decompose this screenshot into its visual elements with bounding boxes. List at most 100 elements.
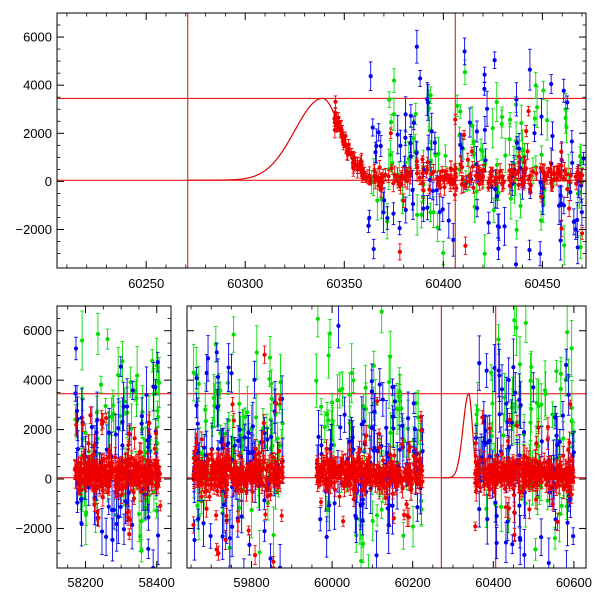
data-point-s1 <box>446 218 451 223</box>
top-plot-area <box>57 13 586 268</box>
data-point-s1 <box>147 434 152 439</box>
data-point-s1 <box>403 135 408 140</box>
data-point-s1 <box>496 246 501 251</box>
data-point-s2 <box>135 460 140 466</box>
data-point-s2 <box>95 510 100 515</box>
data-point-s2 <box>147 470 152 475</box>
data-point-s1 <box>232 443 238 448</box>
data-point-s0 <box>269 381 274 386</box>
data-point-s2 <box>230 402 235 407</box>
data-point-s2 <box>126 431 132 436</box>
data-point-s2 <box>88 413 93 418</box>
data-point-s2 <box>539 194 544 199</box>
data-point-s1 <box>250 449 255 454</box>
data-point-s0 <box>532 116 537 121</box>
data-point-s1 <box>493 187 498 192</box>
data-point-s2 <box>516 182 521 188</box>
data-point-s2 <box>191 522 196 528</box>
data-point-s1 <box>425 205 430 210</box>
data-point-s0 <box>538 218 544 223</box>
data-point-s2 <box>404 171 409 177</box>
data-point-s1 <box>474 206 480 211</box>
data-point-s0 <box>80 338 85 343</box>
data-point-s0 <box>203 419 209 424</box>
data-point-s2 <box>523 167 528 173</box>
data-point-s0 <box>245 410 250 415</box>
y-tick-label: 0 <box>45 472 52 487</box>
data-point-s1 <box>569 139 574 144</box>
data-point-s1 <box>146 515 151 520</box>
data-point-s1 <box>458 142 463 148</box>
data-point-s0 <box>200 452 205 457</box>
data-point-s1 <box>195 421 200 426</box>
data-point-s2 <box>76 460 81 465</box>
data-point-s1 <box>226 365 231 370</box>
data-point-s0 <box>254 350 259 355</box>
data-point-s2 <box>522 160 527 165</box>
data-point-s2 <box>155 478 161 484</box>
data-point-s1 <box>514 97 519 102</box>
data-point-s2 <box>377 165 382 170</box>
data-point-s1 <box>570 160 575 165</box>
x-tick-label: 60450 <box>524 276 560 291</box>
data-point-s0 <box>257 550 262 555</box>
data-point-s1 <box>239 514 244 519</box>
data-point-s1 <box>370 125 375 130</box>
data-point-s0 <box>480 149 485 154</box>
data-point-s1 <box>124 404 130 409</box>
data-point-s1 <box>227 536 233 541</box>
data-point-s0 <box>249 507 254 513</box>
data-point-s2 <box>132 436 137 441</box>
data-point-s1 <box>568 189 573 195</box>
data-point-s2 <box>79 487 84 493</box>
data-point-s0 <box>415 212 420 218</box>
data-point-s1 <box>265 437 270 442</box>
data-point-s2 <box>74 422 79 427</box>
data-point-s1 <box>139 421 144 426</box>
data-point-s0 <box>518 203 523 208</box>
data-point-s1 <box>230 524 235 529</box>
data-point-s1 <box>371 246 376 252</box>
data-point-s0 <box>462 70 468 75</box>
data-point-s2 <box>257 450 262 456</box>
data-point-s2 <box>152 446 157 451</box>
data-point-s1 <box>269 434 274 440</box>
data-point-s1 <box>434 188 439 193</box>
data-point-s2 <box>498 169 503 174</box>
data-point-s2 <box>158 503 163 508</box>
data-point-s1 <box>398 143 403 148</box>
data-point-s2 <box>524 129 529 134</box>
data-point-s1 <box>114 521 119 527</box>
data-point-s2 <box>453 117 458 122</box>
data-point-s2 <box>78 472 83 477</box>
data-point-s0 <box>411 136 416 141</box>
data-point-s2 <box>114 465 119 470</box>
data-point-s1 <box>558 238 563 243</box>
data-point-s1 <box>467 120 472 125</box>
data-point-s0 <box>267 355 273 360</box>
data-point-s1 <box>579 183 584 188</box>
data-point-s1 <box>426 146 431 151</box>
data-point-s2 <box>116 486 122 492</box>
data-point-s1 <box>215 405 220 410</box>
data-point-s1 <box>425 96 430 102</box>
data-point-s1 <box>94 430 99 435</box>
data-point-s1 <box>575 245 580 250</box>
data-point-s2 <box>521 174 527 179</box>
data-point-s2 <box>119 471 125 476</box>
data-point-s2 <box>341 142 346 147</box>
data-point-s1 <box>550 133 555 139</box>
data-point-s1 <box>495 194 500 199</box>
y-tick-label: −2000 <box>15 222 52 237</box>
data-point-s2 <box>450 178 456 183</box>
data-point-s0 <box>196 381 201 387</box>
data-point-s0 <box>238 433 243 438</box>
data-point-s1 <box>391 211 396 216</box>
data-point-s2 <box>554 176 559 181</box>
data-point-s1 <box>246 430 251 436</box>
data-point-s1 <box>104 534 109 539</box>
data-point-s2 <box>561 176 567 181</box>
data-point-s2 <box>516 170 521 175</box>
data-point-s1 <box>118 364 123 369</box>
data-point-s1 <box>242 435 247 440</box>
